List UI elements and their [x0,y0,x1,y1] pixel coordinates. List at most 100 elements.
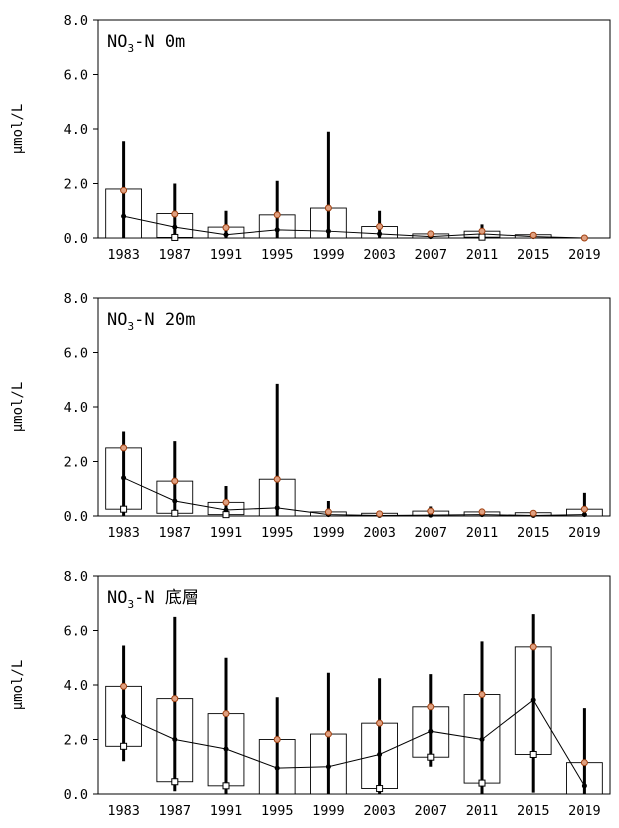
chart-title: NO3-N 底層 [107,588,199,611]
trend-point [223,746,229,752]
y-tick-label: 4.0 [64,122,88,138]
mean-marker [273,211,281,219]
mean-marker [324,508,332,516]
trend-point [479,737,485,742]
x-tick-label: 2007 [415,247,448,263]
mean-marker [580,505,588,513]
mean-marker [427,703,435,711]
title-subscript: 3 [127,320,134,333]
x-tick-label: 1987 [159,247,192,263]
trend-point [172,737,178,742]
trend-point [223,232,229,238]
trend-point [274,227,280,233]
title-subscript: 3 [127,42,134,55]
chart-title: NO3-N 20m [107,310,196,333]
x-tick-label: 1991 [210,525,243,541]
trend-point [172,224,178,230]
y-tick-label: 8.0 [64,291,88,307]
min-marker [171,778,179,786]
min-marker [529,750,537,758]
mean-marker [171,210,179,218]
trend-point [428,728,434,734]
y-tick-label: 8.0 [64,569,88,585]
x-tick-label: 1995 [261,247,294,263]
x-tick-label: 2003 [363,803,396,819]
mean-marker [529,509,537,517]
mean-marker [529,643,537,651]
y-tick-label: 2.0 [64,733,88,749]
mean-marker [222,710,230,718]
y-tick-label: 8.0 [64,13,88,29]
min-marker [478,779,486,787]
min-marker [222,511,230,519]
x-tick-label: 1983 [107,247,140,263]
trend-point [121,213,127,219]
chart-panel-2: 0.0 2.0 4.0 6.0 8.0 μmol/L 1983 1987 1991 1995 199… [10,291,611,541]
trend-point [377,231,383,237]
y-tick-label: 6.0 [64,346,88,362]
x-tick-label: 2003 [363,247,396,263]
trend-point [121,713,127,719]
x-tick-label: 2011 [466,525,499,541]
trend-point [274,765,280,771]
trend-point [121,475,127,481]
x-tick-label: 2019 [568,525,601,541]
min-marker [478,233,486,241]
x-tick-label: 2007 [415,803,448,819]
chart-panel-1: 0.0 2.0 4.0 6.0 8.0 μmol/L 1983 1987 1991 1995 199… [10,13,611,263]
title-subscript: 3 [127,598,134,611]
min-marker [376,785,384,793]
mean-marker [376,223,384,231]
y-axis-label: μmol/L [10,382,26,433]
y-tick-label: 0.0 [64,231,88,247]
x-tick-label: 1983 [107,803,140,819]
trend-point [274,505,280,511]
title-part: -N 0m [134,32,185,52]
x-tick-label: 1995 [261,803,294,819]
x-tick-label: 1999 [312,525,345,541]
y-tick-label: 0.0 [64,787,88,803]
mean-marker [171,695,179,703]
trend-line [123,477,585,516]
trend-line [123,699,585,787]
mean-marker [324,204,332,212]
y-tick-label: 6.0 [64,68,88,84]
mean-marker [580,759,588,767]
x-tick-label: 2011 [466,247,499,263]
y-tick-label: 2.0 [64,455,88,471]
min-marker [120,505,128,513]
min-marker [427,753,435,761]
mean-marker [376,719,384,727]
x-tick-label: 2003 [363,525,396,541]
mean-marker [222,498,230,506]
title-part: NO [107,310,127,330]
x-tick-label: 2015 [517,247,550,263]
min-marker [222,782,230,790]
x-tick-label: 1991 [210,247,243,263]
title-part: NO [107,588,127,608]
x-tick-label: 1983 [107,525,140,541]
x-tick-label: 2019 [568,803,601,819]
y-tick-label: 6.0 [64,624,88,640]
mean-marker [529,231,537,239]
y-tick-label: 4.0 [64,400,88,416]
x-tick-label: 2015 [517,525,550,541]
trend-point [377,751,383,757]
title-part: NO [107,32,127,52]
min-marker [171,509,179,517]
min-marker [120,742,128,750]
mean-marker [222,224,230,232]
mean-marker [478,227,486,235]
x-tick-label: 1987 [159,803,192,819]
min-marker [171,233,179,241]
mean-marker [478,691,486,699]
mean-marker [580,234,588,242]
title-part: -N 底層 [134,588,199,608]
chart-title: NO3-N 0m [107,32,185,55]
trend-point [172,498,178,504]
trend-point [325,764,331,770]
y-axis-label: μmol/L [10,104,26,155]
x-tick-label: 2019 [568,247,601,263]
trend-point [581,783,587,789]
